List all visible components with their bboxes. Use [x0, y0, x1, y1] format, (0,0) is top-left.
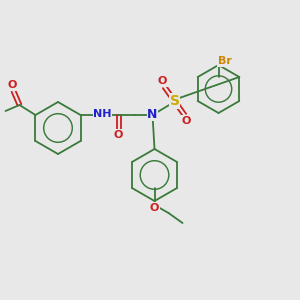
Text: O: O — [114, 130, 123, 140]
Text: O: O — [8, 80, 17, 90]
Text: NH: NH — [93, 109, 112, 119]
Text: Br: Br — [218, 56, 232, 66]
Text: N: N — [147, 107, 158, 121]
Text: O: O — [182, 116, 191, 126]
Text: S: S — [169, 94, 179, 108]
Text: O: O — [150, 203, 159, 213]
Text: O: O — [158, 76, 167, 86]
